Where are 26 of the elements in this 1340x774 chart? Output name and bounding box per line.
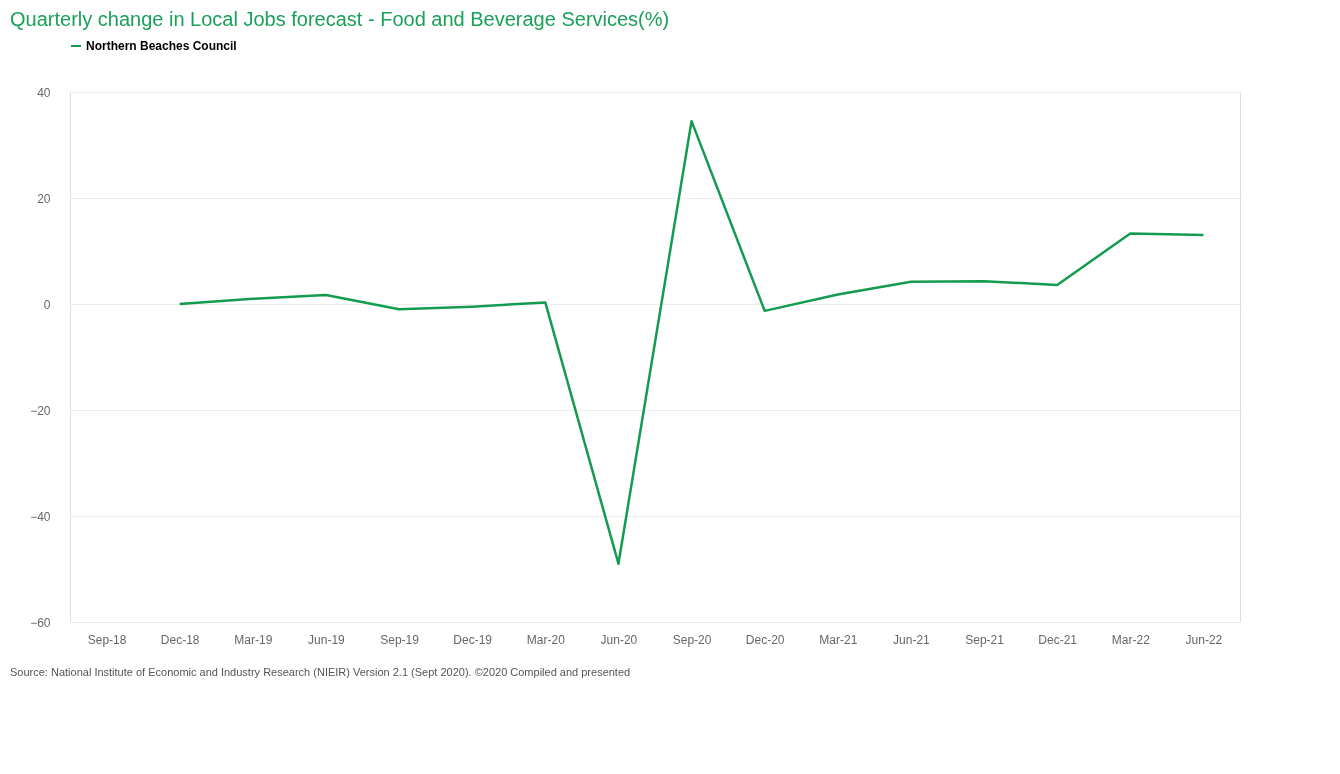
x-tick-label: Sep-21 xyxy=(965,632,1005,647)
x-tick-label: Dec-21 xyxy=(1038,632,1078,647)
x-tick-label: Dec-19 xyxy=(453,632,493,647)
x-tick-label: Mar-20 xyxy=(526,632,566,647)
source-note: Source: National Institute of Economic and Industry Research (NIEIR) Version 2.1 (Sept 2020). ©2020 Compiled and presented xyxy=(10,666,631,678)
x-tick-label: Sep-18 xyxy=(87,632,127,647)
legend-label: Northern Beaches Council xyxy=(86,39,237,53)
x-tick-label: Jun-19 xyxy=(308,632,346,647)
x-tick-label: Mar-19 xyxy=(234,632,273,647)
x-tick-label: Dec-18 xyxy=(160,632,200,647)
chart-title: Quarterly change in Local Jobs forecast - Food and Beverage Services(%) xyxy=(10,8,670,30)
x-tick-label: Mar-21 xyxy=(819,632,858,647)
x-tick-label: Mar-22 xyxy=(1111,632,1151,647)
x-tick-label: Dec-20 xyxy=(745,632,785,647)
x-tick-label: Sep-19 xyxy=(380,632,420,647)
x-tick-label: Jun-20 xyxy=(600,632,638,647)
y-tick-label: 20 xyxy=(37,191,51,206)
y-tick-label: −60 xyxy=(30,615,51,630)
y-tick-label: −20 xyxy=(30,403,51,418)
line-series xyxy=(178,119,1205,565)
x-tick-label: Jun-21 xyxy=(893,632,931,647)
x-tick-label: Jun-22 xyxy=(1185,632,1223,647)
x-tick-label: Sep-20 xyxy=(672,632,712,647)
y-tick-label: 0 xyxy=(43,297,51,312)
y-tick-label: 40 xyxy=(37,85,51,100)
y-tick-label: −40 xyxy=(30,509,51,524)
